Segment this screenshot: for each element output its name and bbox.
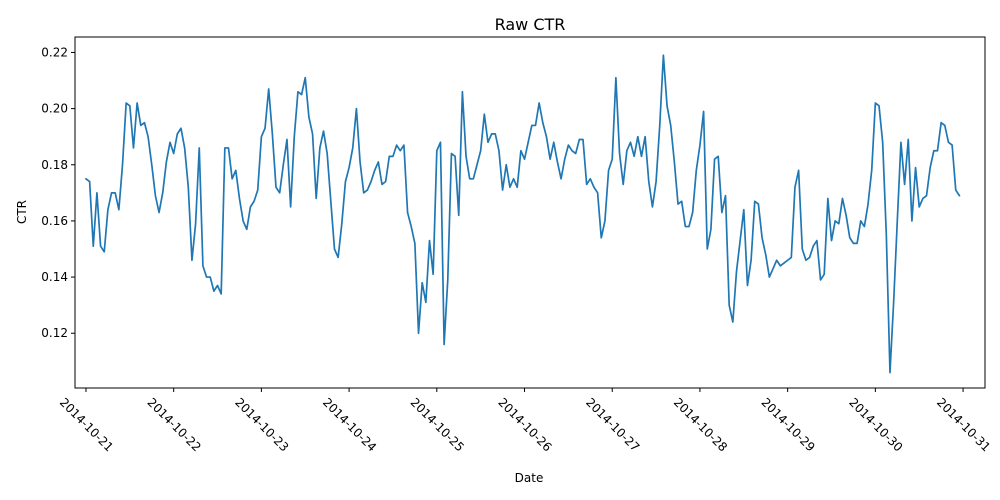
x-tick-label: 2014-10-25	[408, 395, 467, 454]
x-axis-label: Date	[515, 471, 544, 485]
plot-frame	[74, 36, 986, 389]
x-tick-label: 2014-10-21	[57, 395, 116, 454]
y-tick-label: 0.14	[41, 270, 68, 284]
x-tick-label: 2014-10-30	[846, 395, 905, 454]
y-tick-label: 0.16	[41, 214, 68, 228]
x-tick-label: 2014-10-28	[671, 395, 730, 454]
x-tick-label: 2014-10-26	[495, 395, 554, 454]
x-tick-label: 2014-10-27	[583, 395, 642, 454]
x-tick-label: 2014-10-24	[320, 395, 379, 454]
chart-title: Raw CTR	[495, 15, 566, 34]
x-tick-label: 2014-10-22	[145, 395, 204, 454]
x-tick-label: 2014-10-31	[934, 395, 993, 454]
series-line-ctr	[85, 54, 961, 374]
y-axis: 0.12 0.14 0.16 0.18 0.20 0.22	[41, 45, 75, 340]
x-tick-label: 2014-10-29	[759, 395, 818, 454]
y-axis-label: CTR	[15, 200, 29, 224]
y-tick-label: 0.12	[41, 326, 68, 340]
x-axis: 2014-10-21 2014-10-22 2014-10-23 2014-10-24…	[57, 388, 993, 454]
plot-area	[85, 54, 961, 374]
y-tick-label: 0.20	[41, 102, 68, 116]
x-tick-label: 2014-10-23	[232, 395, 291, 454]
y-tick-label: 0.18	[41, 158, 68, 172]
y-tick-label: 0.22	[41, 45, 68, 59]
